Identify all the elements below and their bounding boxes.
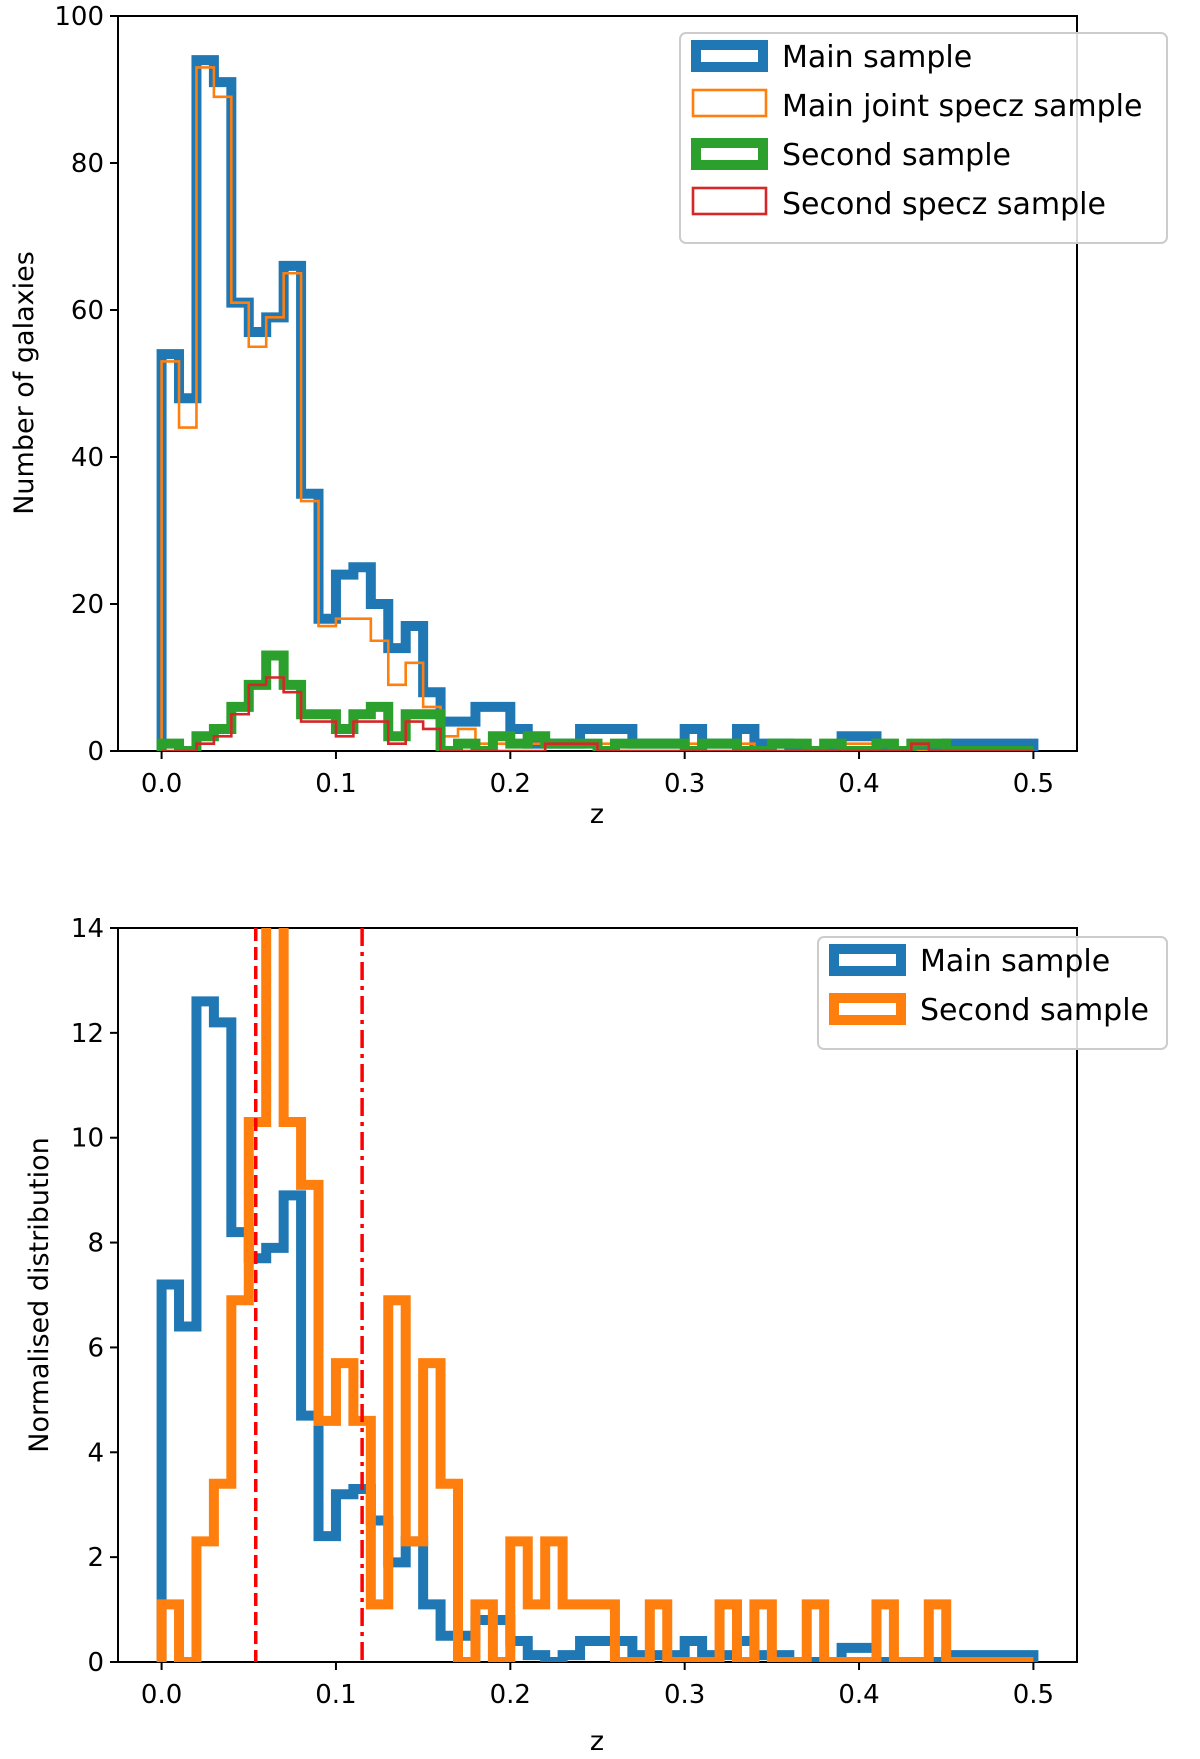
legend-box	[679, 32, 1168, 244]
bottom-y-ticks: 0 2 4 6 8 10 12 14	[71, 914, 118, 1678]
x-tick-label: 0.3	[664, 769, 705, 799]
x-tick-label: 0.5	[1013, 1680, 1054, 1710]
bottom-plot-frame	[117, 927, 1078, 1663]
y-tick-label: 4	[87, 1438, 104, 1468]
x-tick-label: 0.4	[838, 769, 879, 799]
y-tick-label: 12	[71, 1019, 104, 1049]
y-tick-label: 0	[87, 737, 104, 767]
top-histogram-panel: 0.0 0.1 0.2 0.3 0.4 0.5 0 20 40 60 80 100 z Number…	[9, 2, 1168, 830]
bottom-x-ticks: 0.0 0.1 0.2 0.3 0.4 0.5	[141, 1662, 1054, 1710]
x-tick-label: 0.2	[490, 1680, 531, 1710]
legend-label: Main sample	[920, 944, 1110, 979]
top-x-axis-label: z	[590, 799, 604, 830]
histogram-series-4	[161, 676, 1034, 751]
histogram-series-2	[156, 928, 1034, 1662]
bottom-x-axis-label: z	[590, 1726, 604, 1757]
bottom-data-layer	[156, 928, 1039, 1662]
legend-swatch	[691, 88, 768, 118]
y-tick-label: 10	[71, 1124, 104, 1154]
top-legend: Main sample Main joint specz sample Second…	[679, 32, 1168, 244]
histogram-series-3	[156, 650, 1034, 751]
histogram-series-1	[156, 996, 1039, 1662]
x-tick-label: 0.1	[315, 769, 356, 799]
legend-label: Second sample	[782, 138, 1011, 173]
y-tick-label: 6	[87, 1333, 104, 1363]
y-tick-label: 60	[71, 296, 104, 326]
bottom-legend: Main sample Second sample	[817, 936, 1168, 1050]
x-tick-label: 0.4	[838, 1680, 879, 1710]
bottom-y-axis-label: Normalised distribution	[24, 1137, 55, 1452]
y-tick-label: 8	[87, 1229, 104, 1259]
top-y-axis-label: Number of galaxies	[9, 251, 40, 515]
y-tick-label: 20	[71, 590, 104, 620]
legend-swatch	[829, 993, 906, 1025]
top-y-ticks: 0 20 40 60 80 100	[54, 2, 118, 767]
top-x-ticks: 0.0 0.1 0.2 0.3 0.4 0.5	[141, 751, 1054, 799]
legend-label: Second specz sample	[782, 187, 1106, 222]
y-tick-label: 14	[71, 914, 104, 944]
y-tick-label: 100	[54, 2, 104, 32]
y-tick-label: 40	[71, 443, 104, 473]
x-tick-label: 0.0	[141, 769, 182, 799]
bottom-histogram-panel: 0.0 0.1 0.2 0.3 0.4 0.5 0 2 4 6 8 10 12 14 z Normali…	[24, 914, 1168, 1757]
x-tick-label: 0.2	[490, 769, 531, 799]
legend-swatch	[829, 944, 906, 976]
x-tick-label: 0.1	[315, 1680, 356, 1710]
x-tick-label: 0.0	[141, 1680, 182, 1710]
legend-swatch	[691, 186, 768, 216]
x-tick-label: 0.3	[664, 1680, 705, 1710]
x-tick-label: 0.5	[1013, 769, 1054, 799]
legend-label: Main sample	[782, 40, 972, 75]
legend-swatch	[691, 138, 768, 170]
y-tick-label: 0	[87, 1648, 104, 1678]
y-tick-label: 80	[71, 149, 104, 179]
legend-swatch	[691, 40, 768, 72]
top-data-layer	[156, 55, 1039, 751]
legend-label: Main joint specz sample	[782, 89, 1142, 124]
legend-label: Second sample	[920, 993, 1149, 1028]
y-tick-label: 2	[87, 1543, 104, 1573]
